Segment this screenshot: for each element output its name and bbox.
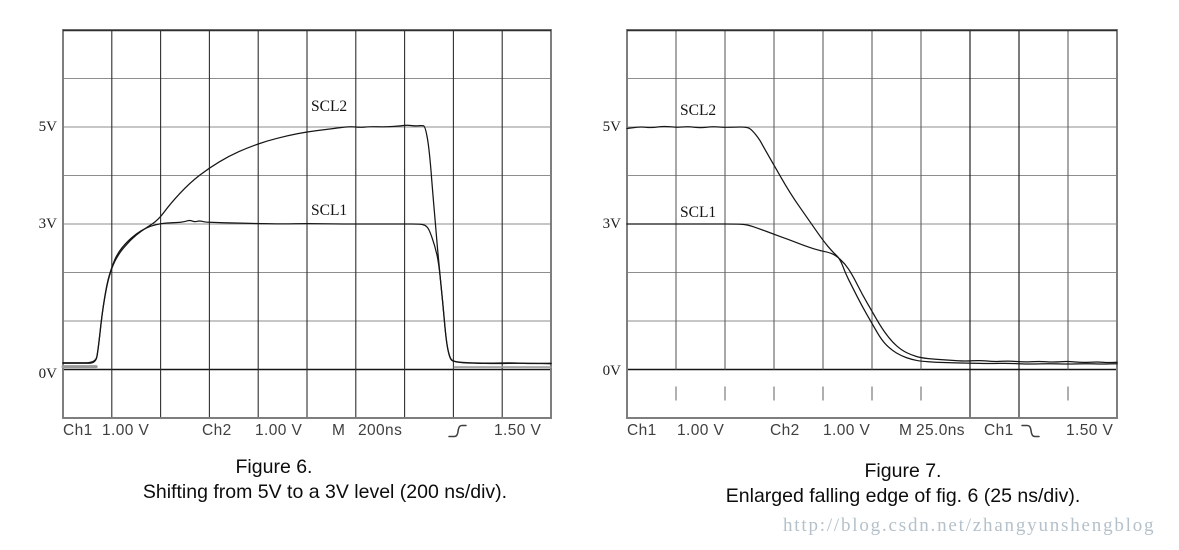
fig6-timebase-value: 200ns [358, 422, 403, 439]
fig6-scl1-trace-label: SCL1 [311, 202, 348, 219]
fig6-scl2-trace-label: SCL2 [311, 98, 348, 115]
fig7-scl1-trace-label: SCL1 [680, 204, 717, 221]
fig7-scope-grid [626, 29, 1118, 419]
fig7-caption-title: Figure 7. [864, 460, 942, 482]
fig6-scope-grid [61, 29, 552, 419]
fig6-y-label-0v: 0V [38, 366, 57, 382]
fig7-y-label-0v: 0V [602, 363, 621, 379]
fig7-y-label-5v: 5V [602, 119, 621, 135]
fig7-trigger-level: 1.50 V [1066, 422, 1114, 439]
fig6-ch2-label: Ch2 [202, 422, 232, 439]
blog-watermark: http://blog.csdn.net/zhangyunshengblog [783, 515, 1156, 536]
fig6-trigger-level: 1.50 V [494, 422, 542, 439]
fig7-ch2-label: Ch2 [770, 422, 800, 439]
fig7-trigger-source: Ch1 [984, 422, 1014, 439]
fig7-timebase-value: 25.0ns [916, 422, 965, 439]
fig6-ch1-label: Ch1 [63, 422, 93, 439]
fig7-ch1-scale: 1.00 V [677, 422, 725, 439]
rising-edge-trigger-icon [448, 424, 467, 438]
fig7-ch2-scale: 1.00 V [823, 422, 871, 439]
fig7-status-bar: Ch1 1.00 V Ch2 1.00 V M 25.0ns Ch1 1.50 … [627, 422, 1117, 440]
falling-edge-trigger-icon [1021, 424, 1040, 438]
fig6-ch1-scale: 1.00 V [102, 422, 150, 439]
fig6-y-label-3v: 3V [38, 216, 57, 232]
fig6-caption-title: Figure 6. [235, 456, 313, 478]
fig6-main-timebase-label: M [332, 422, 346, 439]
fig6-y-label-5v: 5V [38, 119, 57, 135]
fig7-caption-subtitle: Enlarged falling edge of fig. 6 (25 ns/d… [725, 485, 1081, 507]
fig6-caption-subtitle: Shifting from 5V to a 3V level (200 ns/d… [142, 481, 508, 503]
fig7-ch1-label: Ch1 [627, 422, 657, 439]
fig7-y-label-3v: 3V [602, 216, 621, 232]
fig6-status-bar: Ch1 1.00 V Ch2 1.00 V M 200ns 1.50 V [63, 422, 551, 440]
fig7-main-timebase-label: M [899, 422, 913, 439]
fig7-scl2-trace-label: SCL2 [680, 102, 717, 119]
fig6-ch2-scale: 1.00 V [255, 422, 303, 439]
